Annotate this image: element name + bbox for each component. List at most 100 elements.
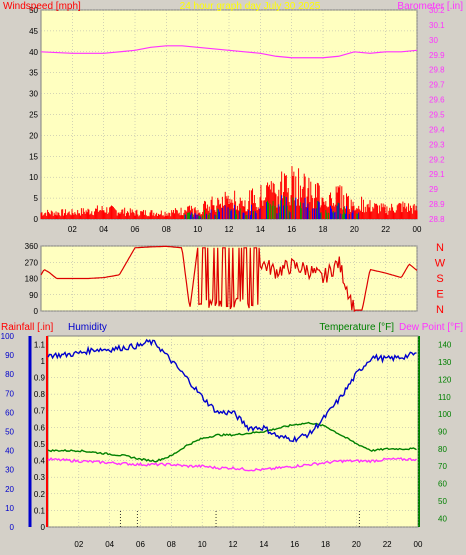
y-left-tick: 360 — [25, 242, 39, 251]
temperature-tick: 40 — [438, 514, 447, 523]
compass-tick: W — [435, 258, 446, 270]
rain-tick: 0.1 — [34, 506, 46, 515]
temperature-tick: 110 — [438, 393, 451, 402]
x-tick: 22 — [381, 225, 390, 234]
humidity-tick: 90 — [5, 351, 14, 360]
y-right-tick: 29.2 — [429, 155, 445, 164]
y-left-tick: 15 — [29, 152, 38, 161]
humidity-tick: 10 — [5, 504, 14, 513]
x-tick: 02 — [74, 540, 83, 549]
temperature-tick: 50 — [438, 497, 447, 506]
y-right-tick: 29.4 — [429, 125, 445, 134]
humidity-tick: 60 — [5, 408, 14, 417]
x-tick: 18 — [321, 540, 330, 549]
temperature-tick: 90 — [438, 428, 447, 437]
y-right-tick: 29.1 — [429, 170, 445, 179]
x-tick: 06 — [131, 225, 140, 234]
humidity-tick: 80 — [5, 370, 14, 379]
x-tick: 20 — [350, 225, 359, 234]
temperature-tick: 120 — [438, 375, 452, 384]
wind-direction-line — [40, 245, 418, 313]
y-left-tick: 35 — [29, 69, 38, 78]
y-right-tick: 29.8 — [429, 66, 445, 75]
compass-tick: E — [436, 289, 443, 301]
dewpoint-label: Dew Point [°F] — [399, 322, 463, 333]
rain-tick: 0.9 — [34, 374, 46, 383]
rain-tick: 0.5 — [34, 440, 46, 449]
y-left-tick: 180 — [25, 275, 39, 284]
humidity-tick: 50 — [5, 428, 14, 437]
temperature-tick: 60 — [438, 480, 447, 489]
y-left-tick: 45 — [29, 27, 38, 36]
barometer-line — [40, 45, 418, 59]
x-tick: 04 — [99, 225, 108, 234]
rain-tick: 0.8 — [34, 390, 46, 399]
y-right-tick: 28.9 — [429, 200, 445, 209]
temperature-line — [47, 421, 417, 463]
y-right-tick: 29 — [429, 185, 438, 194]
y-left-tick: 270 — [25, 258, 39, 267]
x-tick: 04 — [105, 540, 114, 549]
x-tick: 00 — [413, 225, 422, 234]
wind-series — [40, 166, 418, 219]
compass-tick: N — [436, 242, 444, 254]
x-tick: 22 — [383, 540, 392, 549]
y-right-tick: 30.2 — [429, 6, 445, 15]
compass-tick: S — [436, 273, 443, 285]
x-tick: 14 — [259, 540, 268, 549]
windspeed-label: Windspeed [mph] — [3, 1, 81, 12]
y-right-tick: 30 — [429, 36, 438, 45]
humidity-tick: 30 — [5, 466, 14, 475]
rain-tick: 1.1 — [34, 340, 46, 349]
humidity-tick: 100 — [1, 332, 15, 341]
x-tick: 10 — [198, 540, 207, 549]
graph-title: 24 hour graph day July 30 2025 — [180, 1, 321, 12]
dewpoint-line — [47, 457, 417, 472]
y-left-tick: 20 — [29, 131, 38, 140]
x-tick: 08 — [167, 540, 176, 549]
humidity-label: Humidity — [68, 322, 107, 333]
y-right-tick: 29.9 — [429, 51, 445, 60]
rain-tick: 0 — [41, 523, 46, 532]
y-right-tick: 29.3 — [429, 140, 445, 149]
humidity-tick: 20 — [5, 485, 14, 494]
y-right-tick: 29.7 — [429, 81, 445, 90]
rain-tick: 0.4 — [34, 457, 46, 466]
y-left-tick: 50 — [29, 6, 38, 15]
y-left-tick: 25 — [29, 111, 38, 120]
temperature-tick: 70 — [438, 462, 447, 471]
humidity-tick: 0 — [10, 523, 15, 532]
y-left-tick: 10 — [29, 173, 38, 182]
x-tick: 20 — [352, 540, 361, 549]
y-left-tick: 90 — [29, 291, 38, 300]
humidity-tick: 70 — [5, 389, 14, 398]
temperature-label: Temperature [°F] — [319, 322, 394, 333]
rain-tick: 0.2 — [34, 490, 46, 499]
y-right-tick: 30.1 — [429, 21, 445, 30]
y-left-tick: 0 — [34, 215, 39, 224]
rain-tick: 0.7 — [34, 407, 46, 416]
rain-tick: 1 — [41, 357, 46, 366]
temperature-tick: 130 — [438, 358, 452, 367]
x-tick: 00 — [414, 540, 423, 549]
y-left-tick: 30 — [29, 90, 38, 99]
y-right-tick: 29.6 — [429, 96, 445, 105]
y-left-tick: 5 — [34, 194, 39, 203]
barometer-label: Barometer [.in] — [397, 1, 463, 12]
y-left-tick: 40 — [29, 48, 38, 57]
x-tick: 08 — [162, 225, 171, 234]
rain-tick: 0.3 — [34, 473, 46, 482]
x-tick: 12 — [225, 225, 234, 234]
compass-tick: N — [436, 304, 444, 316]
x-tick: 16 — [290, 540, 299, 549]
rain-tick: 0.6 — [34, 423, 46, 432]
x-tick: 16 — [287, 225, 296, 234]
temperature-tick: 100 — [438, 410, 452, 419]
x-tick: 18 — [319, 225, 328, 234]
y-right-tick: 28.8 — [429, 215, 445, 224]
temperature-tick: 80 — [438, 445, 447, 454]
y-left-tick: 0 — [34, 307, 39, 316]
temperature-tick: 140 — [438, 341, 452, 350]
x-tick: 10 — [193, 225, 202, 234]
